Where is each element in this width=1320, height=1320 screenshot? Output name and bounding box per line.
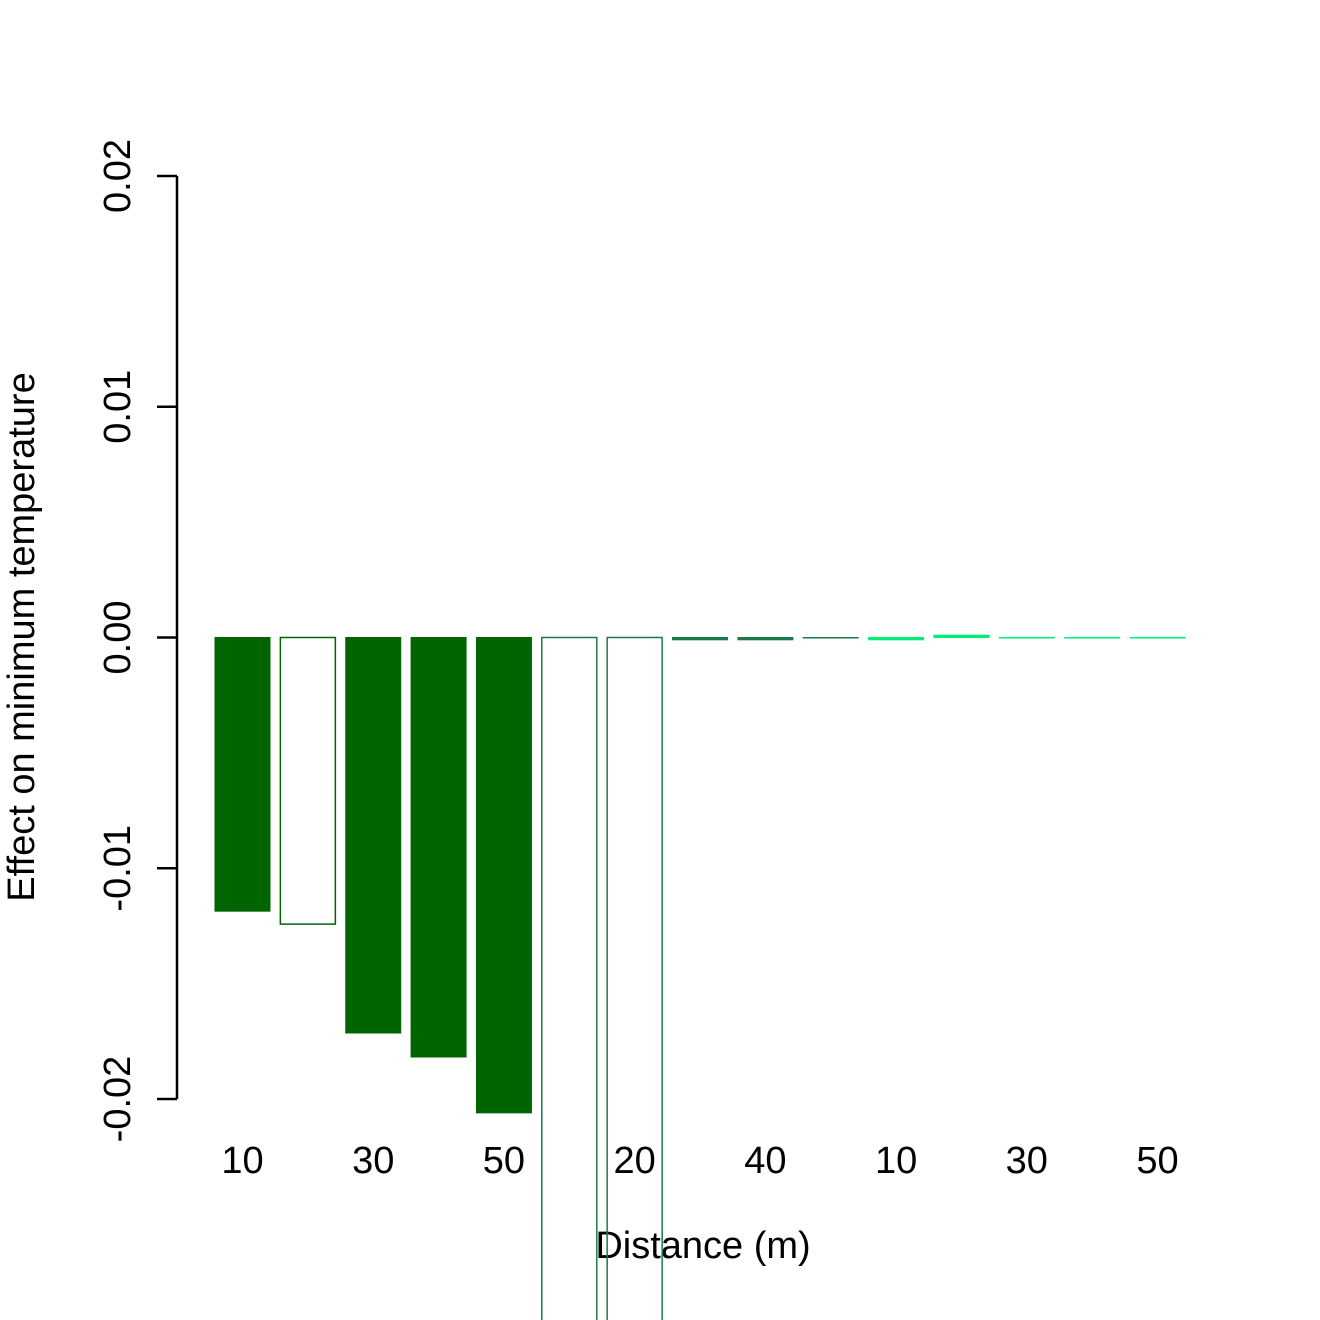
bar [868, 637, 925, 641]
bar [672, 637, 729, 641]
bar [606, 636, 663, 1320]
y-tick-label: 0.01 [97, 370, 139, 444]
bar [279, 636, 337, 925]
y-axis-title: Effect on minimum temperature [1, 372, 43, 901]
bar [345, 637, 402, 1034]
bar [475, 637, 532, 1114]
y-tick-label: 0.02 [97, 139, 139, 213]
y-tick-label: -0.02 [97, 1056, 139, 1143]
bar [1064, 637, 1121, 639]
x-tick-label: 10 [221, 1140, 263, 1182]
y-tick-label: 0.00 [97, 601, 139, 675]
bar [933, 634, 990, 639]
x-axis-title: Distance (m) [595, 1225, 810, 1267]
bar [737, 637, 794, 641]
x-tick-label: 20 [614, 1140, 656, 1182]
x-tick-label: 30 [1006, 1140, 1048, 1182]
x-tick-label: 50 [483, 1140, 525, 1182]
bar [998, 637, 1055, 639]
bar [802, 637, 859, 639]
x-tick-label: 40 [744, 1140, 786, 1182]
bar [541, 636, 598, 1320]
y-tick-label: -0.01 [97, 825, 139, 912]
x-tick-label: 30 [352, 1140, 394, 1182]
bar [410, 637, 467, 1058]
x-tick-label: 50 [1136, 1140, 1178, 1182]
x-tick-label: 10 [875, 1140, 917, 1182]
bar [1129, 637, 1186, 639]
bar [214, 637, 271, 912]
